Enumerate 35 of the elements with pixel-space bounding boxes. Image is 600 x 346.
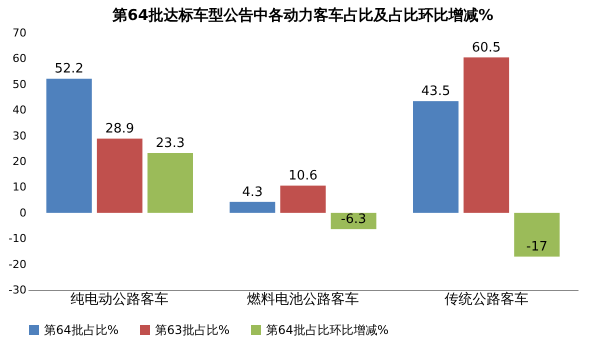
legend-label: 第63批占比% <box>155 323 230 337</box>
data-label: 60.5 <box>472 40 501 56</box>
y-tick-label: 50 <box>12 78 26 91</box>
bar <box>46 78 92 213</box>
data-label: 10.6 <box>288 168 318 184</box>
bar <box>464 57 510 213</box>
y-tick-label: 70 <box>12 26 26 40</box>
legend-label: 第64批占比环比增减% <box>266 323 389 337</box>
bar <box>147 153 193 213</box>
y-tick-label: -30 <box>8 284 26 296</box>
bar <box>413 101 459 213</box>
data-label: -17 <box>526 240 548 255</box>
y-tick-label: 40 <box>12 104 26 117</box>
y-tick-label: 10 <box>12 180 26 194</box>
legend-label: 第64批占比% <box>44 323 119 337</box>
bar <box>514 212 560 257</box>
x-tick-label: 传统公路客车 <box>444 292 528 308</box>
data-label: 4.3 <box>242 184 263 200</box>
data-label: -6.3 <box>340 212 366 228</box>
y-tick-label: -20 <box>8 258 26 271</box>
y-tick-label: 30 <box>12 129 26 142</box>
bar <box>280 186 326 213</box>
chart-title: 第64批达标车型公告中各动力客车占比及占比环比增减% <box>112 6 494 24</box>
x-tick-label: 燃料电池公路客车 <box>247 292 359 308</box>
y-tick-label: 20 <box>12 155 26 168</box>
y-tick-label: -10 <box>8 232 26 246</box>
data-label: 43.5 <box>421 84 450 100</box>
bar <box>230 202 276 213</box>
data-label: 52.2 <box>54 62 84 77</box>
y-tick-label: 0 <box>20 206 26 220</box>
data-label: 28.9 <box>105 122 134 137</box>
bar <box>96 138 142 213</box>
data-label: 23.3 <box>156 136 185 152</box>
y-tick-label: 60 <box>12 52 26 66</box>
x-tick-label: 纯电动公路客车 <box>70 292 169 308</box>
